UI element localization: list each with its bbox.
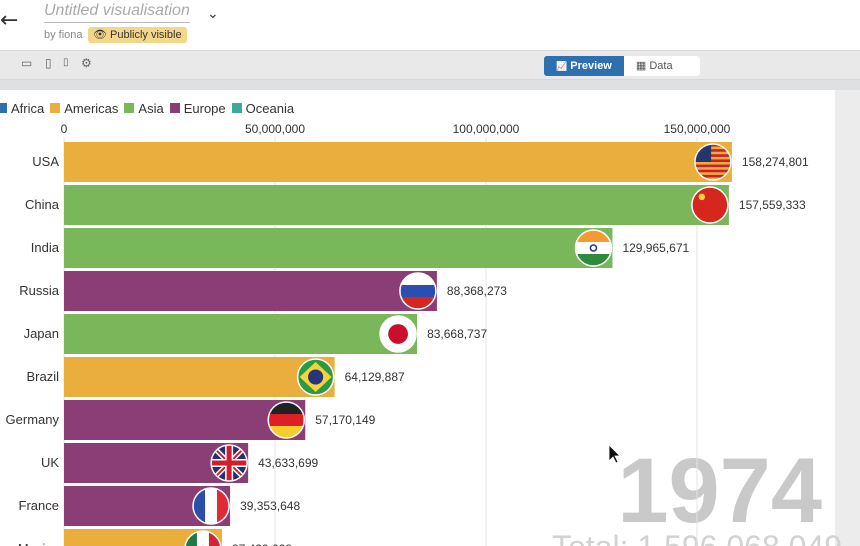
russia-flag-border — [399, 272, 437, 310]
bar-mexico — [64, 529, 222, 546]
x-tick-label: 100,000,000 — [453, 122, 520, 136]
bar-usa — [64, 142, 732, 182]
x-tick-label: 0 — [61, 122, 68, 136]
tab-preview[interactable]: 📈 Preview — [544, 56, 624, 76]
brazil-flag-border — [296, 358, 335, 396]
legend-item-europe[interactable]: Europe — [169, 100, 226, 116]
legend-label: Americas — [64, 100, 119, 116]
value-label: 129,965,671 — [622, 241, 689, 255]
bar-china — [64, 185, 729, 225]
japan-flag-border — [379, 315, 417, 353]
visualisation-title[interactable]: Untitled visualisation — [44, 2, 190, 23]
legend-item-asia[interactable]: Asia — [124, 100, 164, 116]
author-byline: by fiona — [44, 29, 83, 41]
category-label: Brazil — [26, 369, 59, 384]
legend-label: Oceania — [245, 100, 295, 116]
legend-swatch — [169, 103, 180, 113]
category-label: India — [31, 240, 60, 255]
uk-flag-border — [210, 444, 248, 482]
category-label: Mexico — [18, 541, 59, 546]
tab-data-label: Data — [649, 60, 673, 72]
india-flag-border — [574, 229, 613, 267]
france-flag-border — [192, 487, 230, 525]
germany-flag-border — [267, 401, 306, 439]
category-label: France — [19, 498, 59, 513]
tablet-view-icon[interactable]: ▯ — [45, 56, 52, 70]
value-label: 43,633,699 — [258, 456, 318, 470]
visibility-badge[interactable]: 👁 Publicly visible — [88, 27, 187, 43]
value-label: 83,668,737 — [427, 327, 487, 341]
visibility-badge-label: Publicly visible — [110, 29, 182, 41]
mexico-flag-border — [184, 530, 222, 546]
bar-russia — [64, 271, 437, 311]
legend-swatch — [231, 103, 242, 113]
usa-flag-border — [694, 143, 732, 181]
top-bar: ← Untitled visualisation ⌄ by fiona 👁 Pu… — [0, 0, 860, 51]
legend-item-americas[interactable]: Americas — [50, 101, 118, 116]
value-label: 88,368,273 — [447, 284, 507, 298]
japan-flag-icon — [380, 316, 417, 352]
canvas-edge — [835, 90, 860, 546]
category-label: Russia — [19, 283, 60, 298]
year-watermark: 1974 — [617, 440, 822, 542]
bar-japan — [64, 314, 418, 354]
category-label: Germany — [6, 412, 60, 427]
legend-label: Africa — [11, 100, 45, 116]
bar-india — [64, 228, 613, 268]
legend-swatch — [124, 103, 135, 113]
value-label: 37,429,628 — [232, 542, 292, 546]
chevron-down-icon[interactable]: ⌄ — [207, 6, 219, 22]
legend-swatch — [50, 103, 61, 113]
view-tabs: 📈 Preview ▦ Data — [544, 56, 700, 76]
preview-toolbar: ▭ ▯ ▯ ⚙ 📈 Preview ▦ Data — [0, 51, 860, 80]
chart-legend: Africa Americas Asia Europe Oceania — [0, 100, 300, 116]
bar-brazil — [64, 357, 335, 397]
value-label: 158,274,801 — [742, 155, 809, 169]
legend-item-oceania[interactable]: Oceania — [231, 100, 295, 116]
category-label: UK — [41, 455, 59, 470]
category-label: Japan — [24, 326, 59, 341]
value-label: 57,170,149 — [315, 413, 375, 427]
settings-gear-icon[interactable]: ⚙ — [81, 56, 92, 70]
table-icon: ▦ — [635, 60, 647, 72]
back-arrow-icon[interactable]: ← — [0, 8, 19, 33]
value-label: 157,559,333 — [739, 198, 806, 212]
value-label: 64,129,887 — [345, 370, 405, 384]
legend-swatch — [0, 103, 7, 113]
value-label: 39,353,648 — [240, 499, 300, 513]
desktop-view-icon[interactable]: ▭ — [21, 56, 33, 70]
chart-icon: 📈 — [556, 61, 568, 71]
china-flag-border — [691, 186, 729, 224]
category-label: USA — [32, 154, 59, 169]
uk-flag-icon — [211, 445, 248, 481]
mouse-cursor-icon — [608, 444, 621, 464]
eye-icon: 👁 — [93, 29, 107, 41]
legend-item-africa[interactable]: Africa — [0, 101, 44, 116]
category-label: China — [25, 197, 60, 212]
legend-label: Europe — [183, 100, 226, 116]
tab-data[interactable]: ▦ Data — [623, 56, 700, 76]
bar-germany — [64, 400, 306, 440]
china-flag-icon — [691, 187, 728, 223]
legend-label: Asia — [138, 100, 164, 116]
x-tick-label: 50,000,000 — [245, 122, 305, 136]
mobile-view-icon[interactable]: ▯ — [63, 57, 69, 68]
brazil-flag-icon — [297, 359, 334, 395]
x-tick-label: 150,000,000 — [664, 122, 731, 136]
tab-preview-label: Preview — [570, 60, 612, 72]
